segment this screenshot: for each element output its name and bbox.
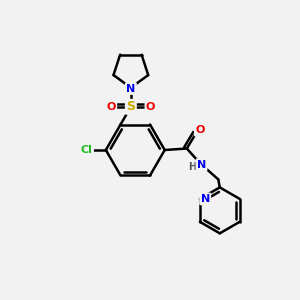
- Text: O: O: [195, 125, 205, 135]
- Text: Cl: Cl: [81, 145, 93, 155]
- Text: H: H: [188, 162, 196, 172]
- Text: O: O: [106, 102, 116, 112]
- Text: O: O: [146, 102, 155, 112]
- Text: N: N: [197, 160, 206, 170]
- Text: N: N: [201, 194, 210, 204]
- Text: S: S: [126, 100, 135, 113]
- Text: N: N: [126, 84, 136, 94]
